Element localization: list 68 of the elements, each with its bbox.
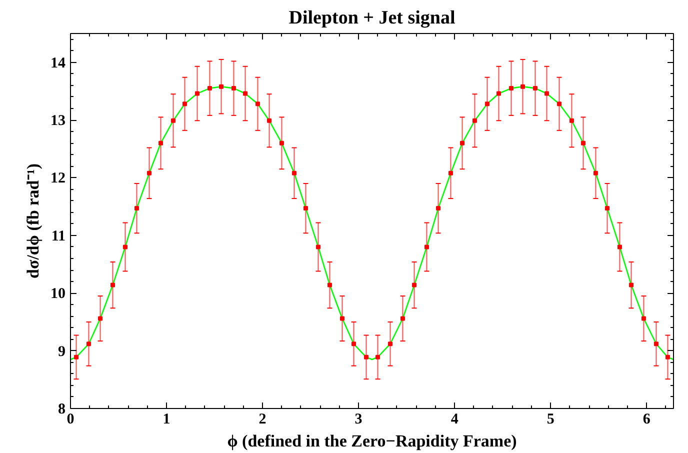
y-tick-label: 8 (58, 402, 66, 418)
point (496, 91, 501, 96)
point (328, 282, 332, 288)
point (170, 118, 176, 123)
x-tick-label: 5 (546, 412, 554, 428)
point (279, 140, 284, 146)
x-tick-label: 3 (354, 412, 362, 428)
point (292, 170, 296, 176)
x-tick-label: 4 (450, 412, 459, 428)
point (617, 244, 622, 250)
y-tick-label: 10 (50, 286, 66, 302)
point (194, 91, 200, 96)
point (484, 102, 490, 106)
point (303, 206, 308, 211)
point (556, 102, 562, 106)
point (207, 86, 212, 91)
point (231, 86, 236, 91)
point (508, 86, 514, 91)
point (340, 316, 344, 321)
x-axis-title: ϕ (defined in the Zero−Rapidity Frame) (227, 432, 517, 450)
point (182, 102, 188, 106)
chart-title: Dilepton + Jet signal (288, 8, 456, 28)
point (520, 84, 525, 89)
point (146, 170, 152, 176)
point (400, 316, 405, 321)
x-tick-label: 2 (258, 412, 266, 428)
point (122, 244, 128, 250)
point (629, 282, 634, 288)
point (436, 206, 441, 211)
y-tick-label: 12 (50, 170, 66, 187)
y-tick-label: 14 (50, 55, 66, 72)
point (412, 282, 416, 288)
y-tick-label: 13 (50, 113, 66, 130)
point (569, 118, 574, 123)
point (364, 354, 368, 360)
point (110, 282, 115, 288)
y-tick-label: 9 (58, 344, 66, 360)
point (158, 140, 164, 146)
point (255, 102, 260, 106)
point (316, 244, 320, 250)
point (98, 316, 103, 321)
point (74, 354, 79, 360)
y-tick-label: 11 (51, 228, 66, 244)
point (604, 206, 610, 211)
point (219, 84, 224, 89)
point (376, 354, 380, 360)
point (134, 206, 140, 211)
point (460, 140, 465, 146)
x-tick-label: 0 (66, 412, 74, 428)
point (544, 91, 550, 96)
point (593, 170, 598, 176)
line-series (70, 86, 674, 360)
point (532, 86, 538, 91)
point (654, 342, 658, 346)
point (448, 170, 453, 176)
point (267, 118, 272, 123)
point (86, 342, 91, 346)
point (665, 354, 670, 360)
point (641, 316, 646, 321)
point (352, 342, 356, 346)
y-axis-title: dσ/dϕ (fb rad⁻¹) (24, 163, 42, 279)
point (472, 118, 477, 123)
point (424, 244, 429, 250)
point (580, 140, 586, 146)
x-tick-label: 1 (162, 412, 170, 428)
point (243, 91, 248, 96)
x-tick-label: 6 (642, 412, 651, 428)
point (388, 342, 392, 346)
